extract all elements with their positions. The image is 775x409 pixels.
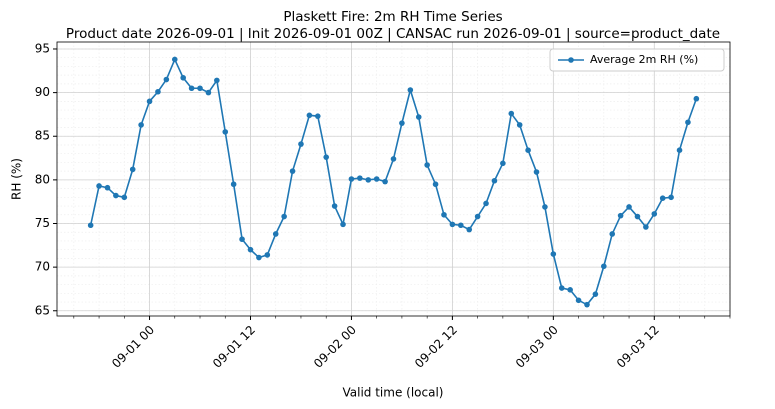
data-point bbox=[592, 291, 599, 297]
data-point bbox=[155, 88, 161, 95]
plot-frame bbox=[56, 41, 731, 317]
data-point bbox=[441, 211, 447, 218]
legend-label: Average 2m RH (%) bbox=[590, 53, 698, 66]
data-point bbox=[550, 251, 557, 257]
data-point bbox=[424, 162, 430, 168]
data-point bbox=[289, 168, 296, 174]
data-point bbox=[390, 156, 397, 162]
data-point bbox=[525, 147, 531, 154]
data-point bbox=[323, 154, 330, 160]
data-point bbox=[399, 120, 405, 126]
y-tick-label: 70 bbox=[35, 260, 50, 274]
data-point bbox=[466, 226, 473, 233]
y-tick-label: 65 bbox=[35, 303, 50, 317]
data-point bbox=[373, 176, 380, 182]
data-point bbox=[382, 178, 388, 185]
data-point bbox=[508, 110, 515, 117]
data-point bbox=[659, 195, 666, 201]
data-point bbox=[104, 184, 111, 191]
data-point bbox=[542, 204, 548, 210]
data-point bbox=[230, 181, 237, 188]
data-point bbox=[584, 301, 590, 308]
x-tick-label: 09-02 12 bbox=[412, 323, 460, 371]
x-tick-label: 09-01 00 bbox=[109, 323, 157, 371]
y-tick-label: 85 bbox=[35, 129, 50, 143]
data-point bbox=[558, 285, 565, 291]
x-tick-label: 09-03 12 bbox=[614, 323, 662, 371]
data-point bbox=[533, 169, 540, 175]
data-point bbox=[348, 176, 355, 182]
data-point bbox=[171, 56, 178, 63]
data-point bbox=[247, 246, 254, 253]
y-tick-label: 80 bbox=[35, 172, 50, 186]
data-point bbox=[314, 113, 321, 119]
data-point bbox=[567, 287, 573, 293]
data-point bbox=[306, 112, 313, 119]
data-point bbox=[239, 236, 245, 243]
data-point bbox=[415, 114, 422, 120]
x-axis-label: Valid time (local) bbox=[343, 386, 444, 400]
data-point bbox=[651, 211, 658, 217]
data-point bbox=[298, 141, 304, 147]
data-point bbox=[365, 177, 372, 183]
data-point bbox=[163, 76, 170, 83]
x-tick-label: 09-03 00 bbox=[513, 323, 561, 371]
data-point bbox=[214, 77, 220, 84]
data-point bbox=[205, 89, 212, 96]
data-point bbox=[609, 231, 616, 237]
data-point bbox=[483, 200, 489, 207]
data-point bbox=[197, 85, 203, 92]
data-point bbox=[634, 213, 641, 220]
data-point bbox=[449, 221, 456, 228]
data-point bbox=[643, 224, 649, 230]
data-point bbox=[113, 192, 119, 199]
x-tick-label: 09-02 00 bbox=[311, 323, 359, 371]
data-point bbox=[474, 213, 481, 220]
data-point bbox=[180, 74, 186, 81]
data-point bbox=[626, 204, 632, 210]
data-point bbox=[87, 222, 94, 229]
chart-title: Plaskett Fire: 2m RH Time Series bbox=[283, 9, 502, 25]
data-point bbox=[146, 98, 153, 105]
data-point bbox=[575, 297, 582, 304]
data-point bbox=[357, 175, 363, 181]
data-point bbox=[407, 87, 414, 93]
y-tick-label: 75 bbox=[35, 216, 50, 230]
data-point bbox=[617, 212, 624, 219]
data-point bbox=[96, 183, 102, 189]
data-point bbox=[138, 122, 144, 128]
data-point bbox=[516, 122, 523, 128]
data-point bbox=[272, 231, 279, 237]
chart-subtitle: Product date 2026-09-01 | Init 2026-09-0… bbox=[66, 26, 720, 42]
data-point bbox=[222, 129, 229, 135]
data-point bbox=[676, 147, 683, 154]
y-axis-label: RH (%) bbox=[10, 158, 24, 200]
legend: Average 2m RH (%) bbox=[549, 48, 725, 72]
data-point bbox=[685, 119, 691, 126]
data-point bbox=[264, 252, 271, 258]
x-tick-label: 09-01 12 bbox=[210, 323, 258, 371]
data-point bbox=[129, 166, 136, 173]
data-point bbox=[500, 160, 506, 167]
data-point bbox=[432, 181, 439, 188]
data-point bbox=[121, 194, 128, 201]
data-point bbox=[340, 221, 346, 228]
y-tick-label: 95 bbox=[35, 41, 50, 55]
data-point bbox=[281, 213, 287, 220]
legend-box bbox=[549, 48, 725, 72]
data-point bbox=[256, 254, 262, 261]
data-point bbox=[491, 177, 498, 184]
data-point bbox=[668, 194, 674, 201]
data-point bbox=[331, 203, 338, 209]
data-point bbox=[601, 263, 607, 270]
data-point bbox=[188, 85, 195, 92]
legend-marker bbox=[568, 57, 574, 63]
data-point bbox=[458, 222, 464, 229]
y-tick-label: 90 bbox=[35, 85, 50, 99]
data-point bbox=[693, 95, 700, 102]
